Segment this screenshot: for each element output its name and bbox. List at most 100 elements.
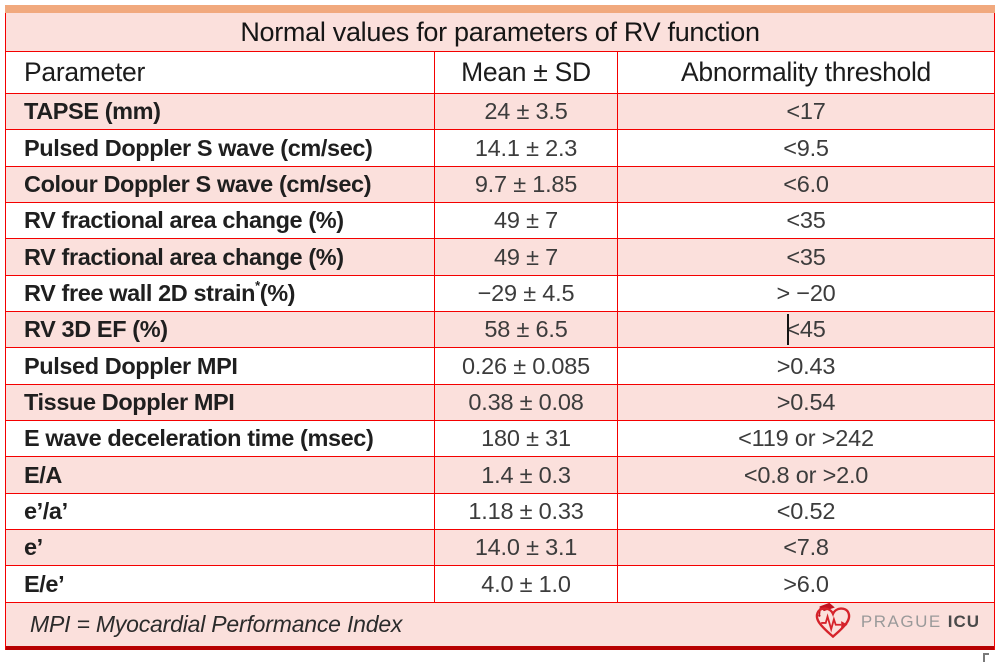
parameter-name: Pulsed Doppler MPI — [24, 352, 238, 379]
parameter-unit: (%) — [259, 279, 296, 306]
threshold-cell: <35 — [618, 239, 994, 274]
footnote-text: MPI = Myocardial Performance Index — [30, 610, 403, 637]
threshold-cell: >0.43 — [618, 348, 994, 383]
threshold-cell: >0.54 — [618, 385, 994, 420]
table-row: Tissue Doppler MPI 0.38 ± 0.08 >0.54 — [6, 384, 994, 422]
parameter-name: E/e’ — [24, 570, 65, 597]
parameter-name: RV fractional area change (%) — [24, 243, 344, 270]
threshold-value: <7.8 — [783, 534, 829, 561]
page-corner-mark — [983, 653, 989, 662]
threshold-cell: >6.0 — [618, 566, 994, 601]
threshold-cell: <0.52 — [618, 494, 994, 529]
threshold-cell: <0.8 or >2.0 — [618, 457, 994, 492]
mean-sd-cell: −29 ± 4.5 — [434, 275, 618, 312]
column-header-parameter: Parameter — [24, 57, 146, 87]
logo-text-icu: ICU — [947, 612, 980, 632]
threshold-value: <6.0 — [783, 170, 829, 197]
parameter-cell: Pulsed Doppler S wave (cm/sec) — [6, 130, 434, 165]
threshold-value: <17 — [786, 98, 826, 125]
parameter-cell: e’ — [6, 530, 434, 565]
mean-sd-cell: 4.0 ± 1.0 — [434, 566, 618, 602]
threshold-value: <119 or >242 — [738, 425, 874, 452]
threshold-value: >0.54 — [776, 388, 836, 415]
mean-sd-cell: 1.4 ± 0.3 — [434, 457, 618, 493]
table-footnote-row: MPI = Myocardial Performance Index — [6, 602, 994, 650]
parameter-cell: RV free wall 2D strain * (%) — [24, 278, 296, 306]
threshold-value: <35 — [786, 207, 826, 234]
threshold-cell: <7.8 — [618, 530, 994, 565]
mean-sd-cell: 14.0 ± 3.1 — [434, 530, 618, 566]
parameter-name: TAPSE (mm) — [24, 98, 161, 125]
parameter-cell: RV fractional area change (%) — [6, 203, 434, 238]
threshold-cell: <6.0 — [618, 167, 994, 202]
table-title: Normal values for parameters of RV funct… — [6, 13, 994, 52]
threshold-cell: <119 or >242 — [618, 421, 994, 456]
parameter-name: RV 3D EF (%) — [24, 316, 168, 343]
table-row: RV 3D EF (%) 58 ± 6.5 <45 — [6, 312, 994, 349]
table-body: TAPSE (mm) 24 ± 3.5 <17 Pulsed Doppler S… — [6, 94, 994, 603]
table-row: RV fractional area change (%) 49 ± 7 <35 — [6, 203, 994, 240]
rv-function-table: Normal values for parameters of RV funct… — [5, 5, 995, 650]
parameter-name: e’ — [24, 534, 43, 561]
parameter-name: RV free wall 2D strain — [24, 279, 256, 306]
table-top-accent-band — [5, 5, 995, 13]
prague-icu-logo: PRAGUE ICU — [811, 603, 980, 642]
parameter-cell: e’/a’ — [6, 494, 434, 529]
mean-sd-cell: 14.1 ± 2.3 — [434, 130, 618, 166]
threshold-value: <45 — [786, 316, 826, 343]
parameter-name: E wave deceleration time (msec) — [24, 425, 374, 452]
parameter-cell: Colour Doppler S wave (cm/sec) — [6, 167, 434, 202]
threshold-cell: <35 — [618, 203, 994, 238]
table-row: Colour Doppler S wave (cm/sec) 9.7 ± 1.8… — [6, 166, 994, 204]
column-header-abnormality-threshold: Abnormality threshold — [681, 57, 931, 87]
parameter-cell: RV fractional area change (%) — [6, 239, 434, 274]
mean-sd-cell: 49 ± 7 — [434, 203, 618, 239]
mean-sd-cell: 9.7 ± 1.85 — [434, 166, 618, 203]
threshold-cell: <45 — [618, 312, 994, 347]
mean-sd-cell: 24 ± 3.5 — [434, 94, 618, 130]
table-row: RV fractional area change (%) 49 ± 7 <35 — [6, 239, 994, 276]
parameter-cell: E/e’ — [6, 566, 434, 601]
mean-sd-cell: 49 ± 7 — [434, 239, 618, 275]
parameter-cell: RV 3D EF (%) — [6, 312, 434, 347]
table-row: e’ 14.0 ± 3.1 <7.8 — [6, 530, 994, 567]
table-row: TAPSE (mm) 24 ± 3.5 <17 — [6, 94, 994, 131]
threshold-cell: > −20 — [618, 276, 994, 311]
parameter-cell: Pulsed Doppler MPI — [6, 348, 434, 383]
parameter-name: E/A — [24, 461, 62, 488]
text-caret — [787, 314, 789, 346]
parameter-cell: TAPSE (mm) — [6, 94, 434, 129]
table-row: Pulsed Doppler S wave (cm/sec) 14.1 ± 2.… — [6, 130, 994, 167]
threshold-value: >6.0 — [783, 570, 829, 597]
table-row: e’/a’ 1.18 ± 0.33 <0.52 — [6, 493, 994, 531]
column-header-mean-sd: Mean ± SD — [434, 52, 618, 93]
table-row: E/A 1.4 ± 0.3 <0.8 or >2.0 — [6, 457, 994, 494]
parameter-name: RV fractional area change (%) — [24, 207, 344, 234]
table-header-row: Parameter Mean ± SD Abnormality threshol… — [6, 52, 994, 94]
threshold-cell: <9.5 — [618, 130, 994, 165]
table-row: E wave deceleration time (msec) 180 ± 31… — [6, 421, 994, 458]
parameter-cell: E/A — [6, 457, 434, 492]
threshold-value: <9.5 — [783, 134, 829, 161]
threshold-value: >0.43 — [776, 352, 836, 379]
parameter-cell: Tissue Doppler MPI — [6, 385, 434, 420]
mean-sd-cell: 58 ± 6.5 — [434, 312, 618, 348]
parameter-name: Pulsed Doppler S wave (cm/sec) — [24, 134, 373, 161]
table-row: RV free wall 2D strain * (%) −29 ± 4.5 > … — [6, 275, 994, 313]
threshold-value: <0.8 or >2.0 — [743, 461, 869, 488]
threshold-cell: <17 — [618, 94, 994, 129]
table-row: E/e’ 4.0 ± 1.0 >6.0 — [6, 566, 994, 603]
parameter-name: e’/a’ — [24, 497, 68, 524]
threshold-value: > −20 — [776, 279, 836, 306]
mean-sd-cell: 180 ± 31 — [434, 421, 618, 457]
parameter-cell: E wave deceleration time (msec) — [6, 421, 434, 456]
threshold-value: <35 — [786, 243, 826, 270]
logo-text-prague: PRAGUE — [860, 612, 942, 632]
threshold-value: <0.52 — [776, 497, 836, 524]
table-row: Pulsed Doppler MPI 0.26 ± 0.085 >0.43 — [6, 348, 994, 385]
mean-sd-cell: 0.26 ± 0.085 — [434, 348, 618, 384]
table-grid: Normal values for parameters of RV funct… — [5, 13, 995, 650]
mean-sd-cell: 1.18 ± 0.33 — [434, 493, 618, 530]
parameter-name: Tissue Doppler MPI — [24, 388, 235, 415]
